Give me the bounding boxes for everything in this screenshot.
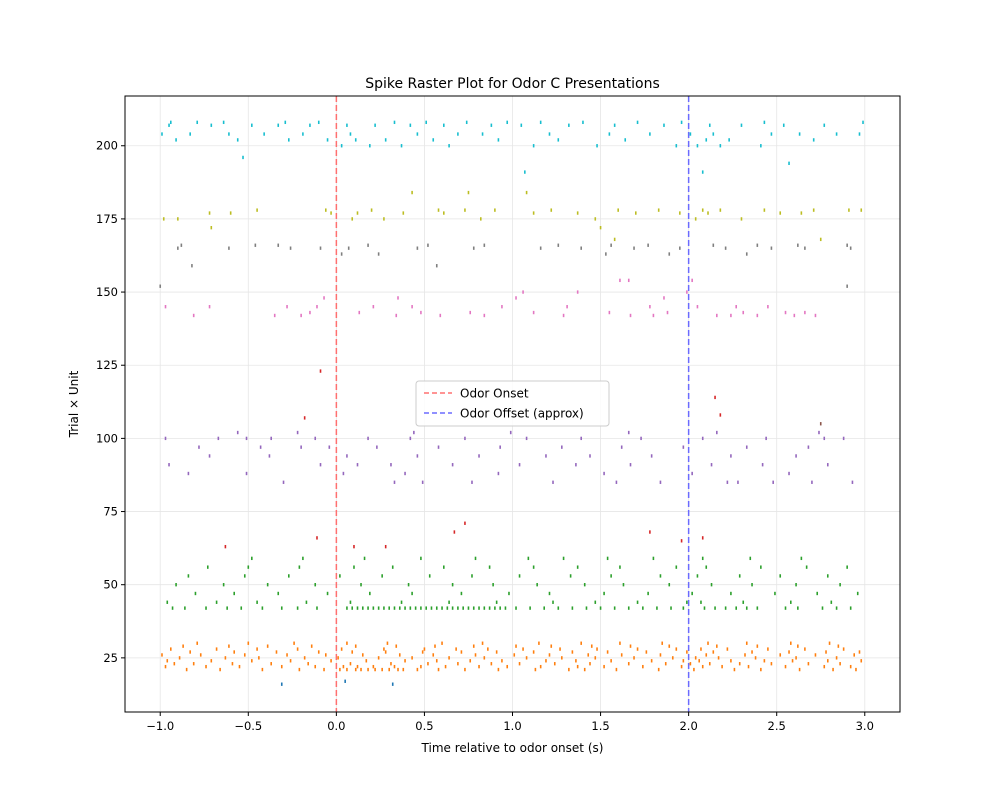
y-tick-label: 175 [96,212,118,226]
legend-offset-label: Odor Offset (approx) [460,407,584,421]
spike-marks [159,120,864,686]
unit-7-spikes [159,243,852,288]
event-lines [335,96,690,712]
y-tick-label: 75 [103,505,118,519]
x-tick-label: 2.5 [768,719,786,733]
x-ticks: −1.0 −0.5 0.0 0.5 1.0 1.5 2.0 2.5 3.0 [146,712,874,733]
x-tick-label: 2.0 [679,719,697,733]
unit-2-spikes [166,556,859,610]
chart-title: Spike Raster Plot for Odor C Presentatio… [365,76,660,92]
unit-0-spikes [280,679,394,686]
legend-box [415,380,610,427]
x-tick-label: 0.5 [415,719,433,733]
unit-3-spikes [224,369,722,549]
legend-onset-label: Odor Onset [460,387,529,401]
x-tick-label: 1.5 [591,719,609,733]
x-tick-label: 3.0 [856,719,874,733]
x-tick-label: 1.0 [503,719,521,733]
y-tick-label: 25 [103,651,118,665]
y-tick-label: 50 [103,578,118,592]
y-ticks: 25 50 75 100 125 150 175 200 [96,139,125,665]
unit-9-spikes [161,120,864,174]
y-axis-label: Trial × Unit [67,370,81,438]
x-tick-label: 0.0 [327,719,345,733]
y-tick-label: 100 [96,431,118,445]
unit-1-spikes [161,641,863,672]
x-tick-label: −0.5 [234,719,262,733]
x-axis-label: Time relative to odor onset (s) [421,741,604,755]
y-tick-label: 200 [96,139,118,153]
y-tick-label: 150 [96,285,118,299]
x-tick-label: −1.0 [146,719,174,733]
legend: Odor Onset Odor Offset (approx) [415,380,610,427]
y-tick-label: 125 [96,358,118,372]
unit-8-spikes [162,190,863,242]
unit-6-spikes [164,278,817,318]
unit-4-spikes [164,430,854,484]
